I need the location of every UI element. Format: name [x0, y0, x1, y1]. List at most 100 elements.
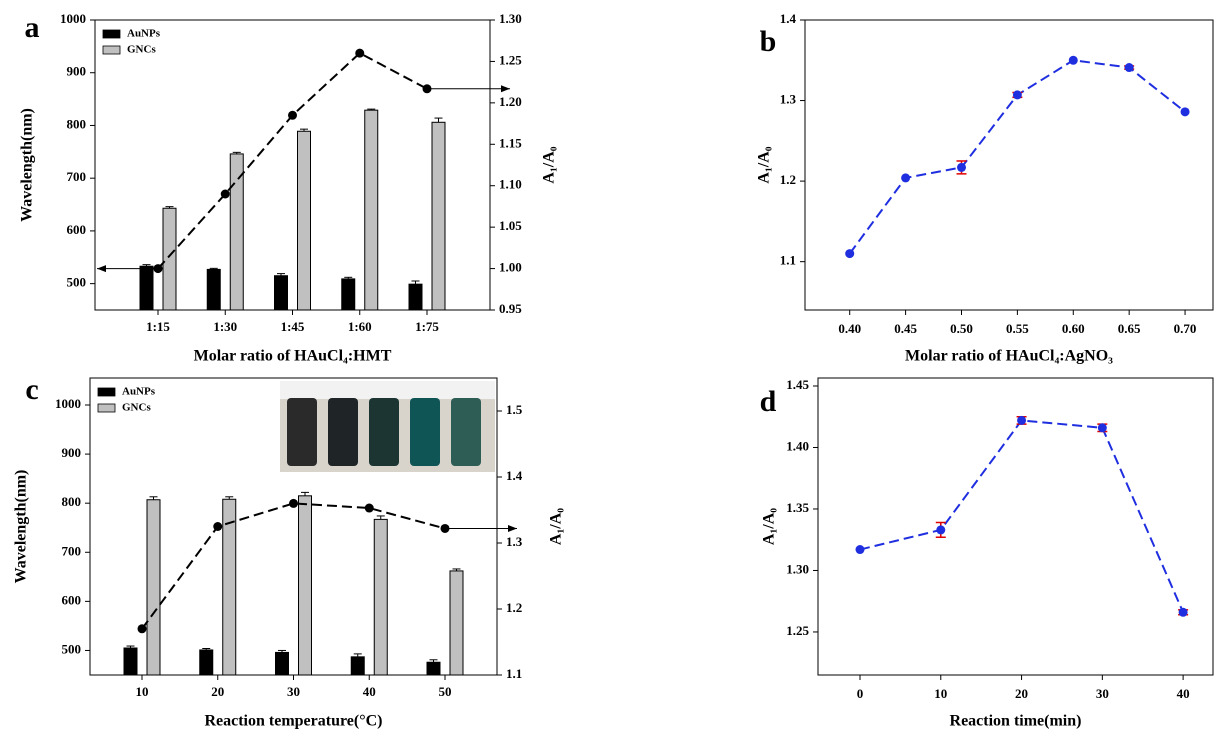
bar	[350, 656, 365, 676]
bar	[408, 283, 423, 311]
panel-label: a	[25, 11, 40, 44]
bar	[426, 661, 441, 676]
bar	[274, 275, 288, 311]
y2-axis-title: A₁/A₀	[548, 508, 565, 545]
point	[220, 189, 230, 199]
bar	[449, 570, 464, 676]
y2-tick-label: 1.2	[506, 600, 522, 615]
point	[1017, 415, 1027, 425]
y-tick-label: 500	[62, 641, 82, 656]
y-tick-label: 1.30	[786, 561, 809, 576]
y-tick-label: 700	[62, 543, 82, 558]
y-axis-title: Wavelength(nm)	[19, 108, 36, 222]
point	[1068, 55, 1078, 65]
arrow-head	[501, 85, 510, 93]
bar	[364, 109, 379, 311]
panel-label: d	[760, 385, 777, 418]
point	[1180, 107, 1190, 117]
x-axis-title: Reaction temperature(°C)	[204, 713, 382, 730]
x-tick-label: 30	[287, 684, 300, 699]
y2-tick-label: 1.00	[499, 260, 522, 275]
legend-swatch	[97, 387, 116, 397]
point	[288, 110, 297, 120]
arrow-head	[97, 265, 106, 273]
x-tick-label: 0.60	[1062, 321, 1085, 336]
point	[1097, 423, 1107, 433]
legend-label: AuNPs	[127, 28, 161, 40]
bar	[275, 651, 289, 676]
x-tick-label: 0.70	[1174, 321, 1197, 336]
y-axis-title: A₁/A₀	[761, 508, 778, 545]
y-tick-label: 700	[67, 169, 87, 184]
y2-tick-label: 1.5	[506, 402, 523, 417]
bar	[341, 278, 356, 311]
line	[859, 419, 1185, 613]
x-tick-label: 0.65	[1118, 321, 1141, 336]
y2-tick-label: 1.25	[499, 52, 522, 67]
point	[936, 525, 946, 535]
x-axis-title: Molar ratio of HAuCl₄:AgNO₃	[905, 348, 1113, 365]
panel-label: b	[760, 25, 777, 58]
y-axis-title: A₁/A₀	[756, 146, 773, 183]
y-tick-label: 1000	[60, 11, 86, 26]
inset-photo	[280, 381, 495, 472]
x-tick-label: 10	[136, 684, 149, 699]
bar	[229, 153, 244, 311]
y2-tick-label: 1.1	[506, 666, 522, 681]
arrow-head	[508, 524, 517, 532]
x-tick-label: 0	[857, 686, 864, 701]
y-tick-label: 800	[62, 494, 82, 509]
x-tick-label: 1:45	[281, 319, 305, 334]
plot-frame	[817, 377, 1214, 676]
line	[141, 502, 446, 630]
legend-label: AuNPs	[122, 386, 156, 398]
x-tick-label: 20	[211, 684, 224, 699]
y-tick-label: 1.40	[786, 438, 809, 453]
x-tick-label: 1:15	[146, 319, 170, 334]
y-tick-label: 1.4	[780, 11, 797, 26]
x-tick-label: 1:30	[213, 319, 237, 334]
x-tick-label: 50	[439, 684, 452, 699]
bar	[146, 499, 161, 676]
y-tick-label: 1.3	[780, 92, 797, 107]
x-axis-title: Molar ratio of HAuCl₄:HMT	[194, 348, 392, 365]
x-tick-label: 20	[1015, 686, 1028, 701]
plot-frame	[804, 19, 1214, 311]
y2-tick-label: 1.10	[499, 177, 522, 192]
x-tick-label: 0.45	[894, 321, 917, 336]
legend-swatch	[97, 403, 116, 413]
legend-swatch	[102, 29, 121, 39]
point	[355, 48, 365, 58]
y-tick-label: 600	[67, 222, 87, 237]
point	[855, 545, 865, 555]
bar	[298, 495, 312, 676]
point	[364, 503, 374, 513]
panel-label: c	[25, 373, 38, 406]
y-tick-label: 600	[62, 592, 82, 607]
legend-label: GNCs	[127, 44, 156, 56]
x-tick-label: 0.40	[838, 321, 861, 336]
x-tick-label: 40	[1177, 686, 1190, 701]
point	[213, 522, 223, 531]
point	[1012, 90, 1022, 100]
bar	[222, 498, 237, 676]
x-tick-label: 1:60	[348, 319, 372, 334]
bar	[373, 518, 388, 676]
legend-swatch	[102, 45, 121, 55]
y-axis-title: Wavelength(nm)	[13, 470, 30, 584]
bar	[162, 207, 177, 311]
line	[848, 59, 1186, 255]
bar	[123, 647, 138, 676]
y-tick-label: 1.2	[780, 172, 796, 187]
line	[157, 51, 428, 270]
y2-tick-label: 1.3	[506, 534, 523, 549]
y2-tick-label: 1.4	[506, 468, 523, 483]
y2-tick-label: 1.05	[499, 218, 522, 233]
x-tick-label: 1:75	[415, 319, 439, 334]
x-tick-label: 0.50	[950, 321, 973, 336]
y2-tick-label: 0.95	[499, 301, 522, 316]
y-tick-label: 1000	[55, 396, 81, 411]
y2-axis-title: A₁/A₀	[541, 146, 558, 183]
y2-tick-label: 1.30	[499, 11, 522, 26]
x-tick-label: 40	[363, 684, 376, 699]
